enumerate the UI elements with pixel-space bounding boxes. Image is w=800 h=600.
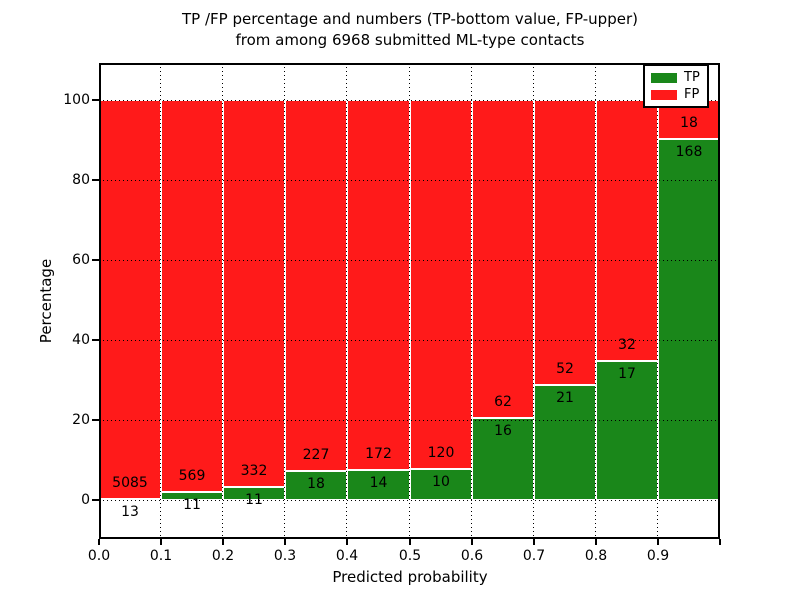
bar-label-fp: 332 [240, 463, 268, 480]
bar-segment-fp [223, 100, 285, 488]
legend-swatch-fp-icon [651, 89, 677, 100]
x-tick-mark [719, 539, 721, 545]
legend: TP FP [643, 64, 709, 108]
bar-segment-fp [410, 100, 472, 470]
chart-title-line1: TP /FP percentage and numbers (TP-bottom… [182, 10, 638, 28]
gridline-vertical [657, 63, 658, 539]
x-tick-label: 0.5 [398, 548, 422, 564]
bar-segment-tp [658, 138, 720, 500]
chart-title: TP /FP percentage and numbers (TP-bottom… [99, 9, 721, 51]
x-tick-mark [98, 539, 100, 545]
legend-label: TP [684, 70, 700, 85]
y-tick-mark [92, 419, 99, 421]
bar-segment-tp [534, 384, 596, 500]
gridline-vertical [222, 63, 223, 539]
bar-label-fp: 5085 [112, 474, 148, 491]
bar-label-fp: 227 [302, 446, 330, 463]
y-tick-label: 40 [72, 332, 90, 348]
x-tick-label: 0.4 [335, 548, 359, 564]
bar-segment-tp [472, 417, 534, 500]
bar-label-tp: 13 [121, 503, 139, 520]
gridline-vertical [409, 63, 410, 539]
bar-label-fp: 52 [556, 360, 574, 377]
bar-label-fp: 18 [680, 114, 698, 131]
chart-title-line2: from among 6968 submitted ML-type contac… [235, 31, 585, 49]
x-tick-label: 0.7 [522, 548, 546, 564]
y-tick-label: 80 [72, 172, 90, 188]
bar-segment-tp [347, 469, 410, 500]
x-tick-mark [222, 539, 224, 545]
y-tick-mark [92, 339, 99, 341]
bar-segment-fp [596, 100, 658, 362]
gridline-vertical [533, 63, 534, 539]
y-tick-mark [92, 499, 99, 501]
x-tick-label: 0.6 [460, 548, 484, 564]
bar-segment-fp [161, 100, 223, 493]
bar-label-tp: 14 [369, 474, 388, 491]
x-tick-mark [346, 539, 348, 545]
y-tick-mark [92, 259, 99, 261]
bar-label-tp: 18 [307, 475, 325, 492]
legend-item: FP [651, 87, 701, 102]
y-tick-label: 0 [81, 492, 90, 508]
y-axis-label: Percentage [37, 258, 55, 344]
legend-label: FP [684, 87, 700, 102]
bar-label-fp: 569 [178, 468, 206, 485]
bar-segment-fp [347, 100, 410, 470]
bar-label-fp: 120 [427, 445, 455, 462]
x-tick-mark [533, 539, 535, 545]
bar-segment-tp [410, 469, 472, 500]
gridline-vertical [471, 63, 472, 539]
bar-label-tp: 16 [494, 422, 512, 439]
legend-swatch-tp-icon [651, 72, 677, 83]
x-tick-label: 0.1 [149, 548, 173, 564]
x-tick-label: 0.9 [646, 548, 670, 564]
bar-label-tp: 21 [556, 389, 574, 406]
y-tick-label: 60 [72, 252, 90, 268]
gridline-vertical [284, 63, 285, 539]
x-tick-mark [595, 539, 597, 545]
bar-label-fp: 32 [618, 337, 636, 354]
x-axis-label: Predicted probability [332, 568, 488, 586]
x-tick-mark [409, 539, 411, 545]
y-tick-label: 20 [72, 412, 90, 428]
bar-segment-fp [472, 100, 534, 418]
gridline-vertical [346, 63, 347, 539]
x-tick-mark [657, 539, 659, 545]
y-tick-mark [92, 179, 99, 181]
x-tick-label: 0.8 [584, 548, 608, 564]
x-tick-mark [284, 539, 286, 545]
x-tick-label: 0.3 [273, 548, 297, 564]
legend-item: TP [651, 70, 701, 85]
bar-segment-fp [285, 100, 347, 471]
plot-area: 5085 13 569 11 332 11 227 18 172 14 120 10 62 16 52 21 3… [99, 63, 720, 539]
gridline-vertical [160, 63, 161, 539]
bar-label-tp: 168 [675, 143, 703, 160]
y-tick-label: 100 [63, 92, 90, 108]
x-tick-mark [471, 539, 473, 545]
bar-label-fp: 62 [494, 393, 512, 410]
bar-label-fp: 172 [365, 445, 392, 462]
bar-label-tp: 11 [245, 492, 263, 509]
bar-label-tp: 10 [432, 474, 450, 491]
bar-label-tp: 11 [183, 497, 201, 514]
gridline-vertical [595, 63, 596, 539]
y-tick-mark [92, 99, 99, 101]
x-tick-mark [160, 539, 162, 545]
x-tick-label: 0.2 [211, 548, 235, 564]
bar-label-tp: 17 [618, 366, 636, 383]
bar-segment-fp [534, 100, 596, 385]
bar-segment-fp [99, 100, 161, 499]
x-tick-label: 0.0 [87, 548, 111, 564]
